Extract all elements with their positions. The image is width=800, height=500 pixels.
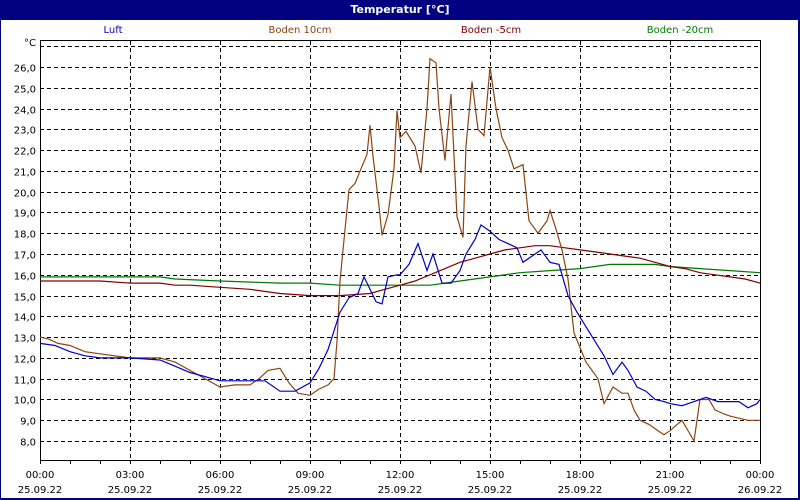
x-tick-date: 25.09.22 xyxy=(108,485,153,496)
y-tick-label: 10,0 xyxy=(14,396,36,407)
x-tick-time: 06:00 xyxy=(206,470,235,481)
series-line-boden-10cm xyxy=(39,57,760,443)
x-tick-date: 25.09.22 xyxy=(468,485,513,496)
y-tick-label: 15,0 xyxy=(14,293,36,304)
y-tick-label: 12,0 xyxy=(14,355,36,366)
y-tick-label: 21,0 xyxy=(14,168,36,179)
y-tick-label: 23,0 xyxy=(14,126,36,137)
y-tick-label: 25,0 xyxy=(14,85,36,96)
x-tick-date: 25.09.22 xyxy=(378,485,423,496)
x-tick-date: 25.09.22 xyxy=(198,485,243,496)
x-tick-time: 09:00 xyxy=(296,470,325,481)
chart-panel: Luft Boden 10cm Boden -5cm Boden -20cm 8,0 9… xyxy=(1,20,798,498)
x-tick-date: 25.09.22 xyxy=(558,485,603,496)
y-tick-label: 20,0 xyxy=(14,189,36,200)
chart-title: Temperatur [°C] xyxy=(350,3,450,16)
line-chart: 8,0 9,0 10,0 11,0 12,0 13,0 14,0 15,0 16,0 17,0 18… xyxy=(14,38,783,496)
x-tick-time: 12:00 xyxy=(386,470,415,481)
x-tick-time: 00:00 xyxy=(746,470,775,481)
x-tick-time: 00:00 xyxy=(26,470,55,481)
legend-item: Boden 10cm xyxy=(268,25,332,36)
y-tick-label: 18,0 xyxy=(14,230,36,241)
y-tick-label: 16,0 xyxy=(14,272,36,283)
series-line-boden-5cm xyxy=(40,245,761,297)
x-tick-time: 21:00 xyxy=(656,470,685,481)
y-tick-label: 11,0 xyxy=(14,376,36,387)
y-tick-label: 26,0 xyxy=(14,64,36,75)
y-tick-label: 19,0 xyxy=(14,209,36,220)
x-tick-date: 25.09.22 xyxy=(288,485,333,496)
y-tick-label: 24,0 xyxy=(14,106,36,117)
y-tick-label: 9,0 xyxy=(20,417,36,428)
x-tick-date: 25.09.22 xyxy=(648,485,693,496)
x-tick-date: 25.09.22 xyxy=(18,485,63,496)
x-tick-time: 03:00 xyxy=(116,470,145,481)
y-tick-label: 17,0 xyxy=(14,251,36,262)
legend-item: Boden -5cm xyxy=(460,25,522,36)
y-tick-label: 8,0 xyxy=(20,438,36,449)
series-line-boden-20cm xyxy=(40,263,761,286)
y-tick-label: 13,0 xyxy=(14,334,36,345)
legend-item: Boden -20cm xyxy=(646,25,714,36)
legend-item: Luft xyxy=(103,25,123,36)
x-tick-time: 18:00 xyxy=(566,470,595,481)
series-line-luft xyxy=(39,223,761,409)
y-tick-label: 14,0 xyxy=(14,313,36,324)
x-tick-time: 15:00 xyxy=(476,470,505,481)
y-tick-label: 22,0 xyxy=(14,147,36,158)
y-axis-unit: °C xyxy=(24,38,36,49)
x-tick-date: 26.09.22 xyxy=(738,485,783,496)
